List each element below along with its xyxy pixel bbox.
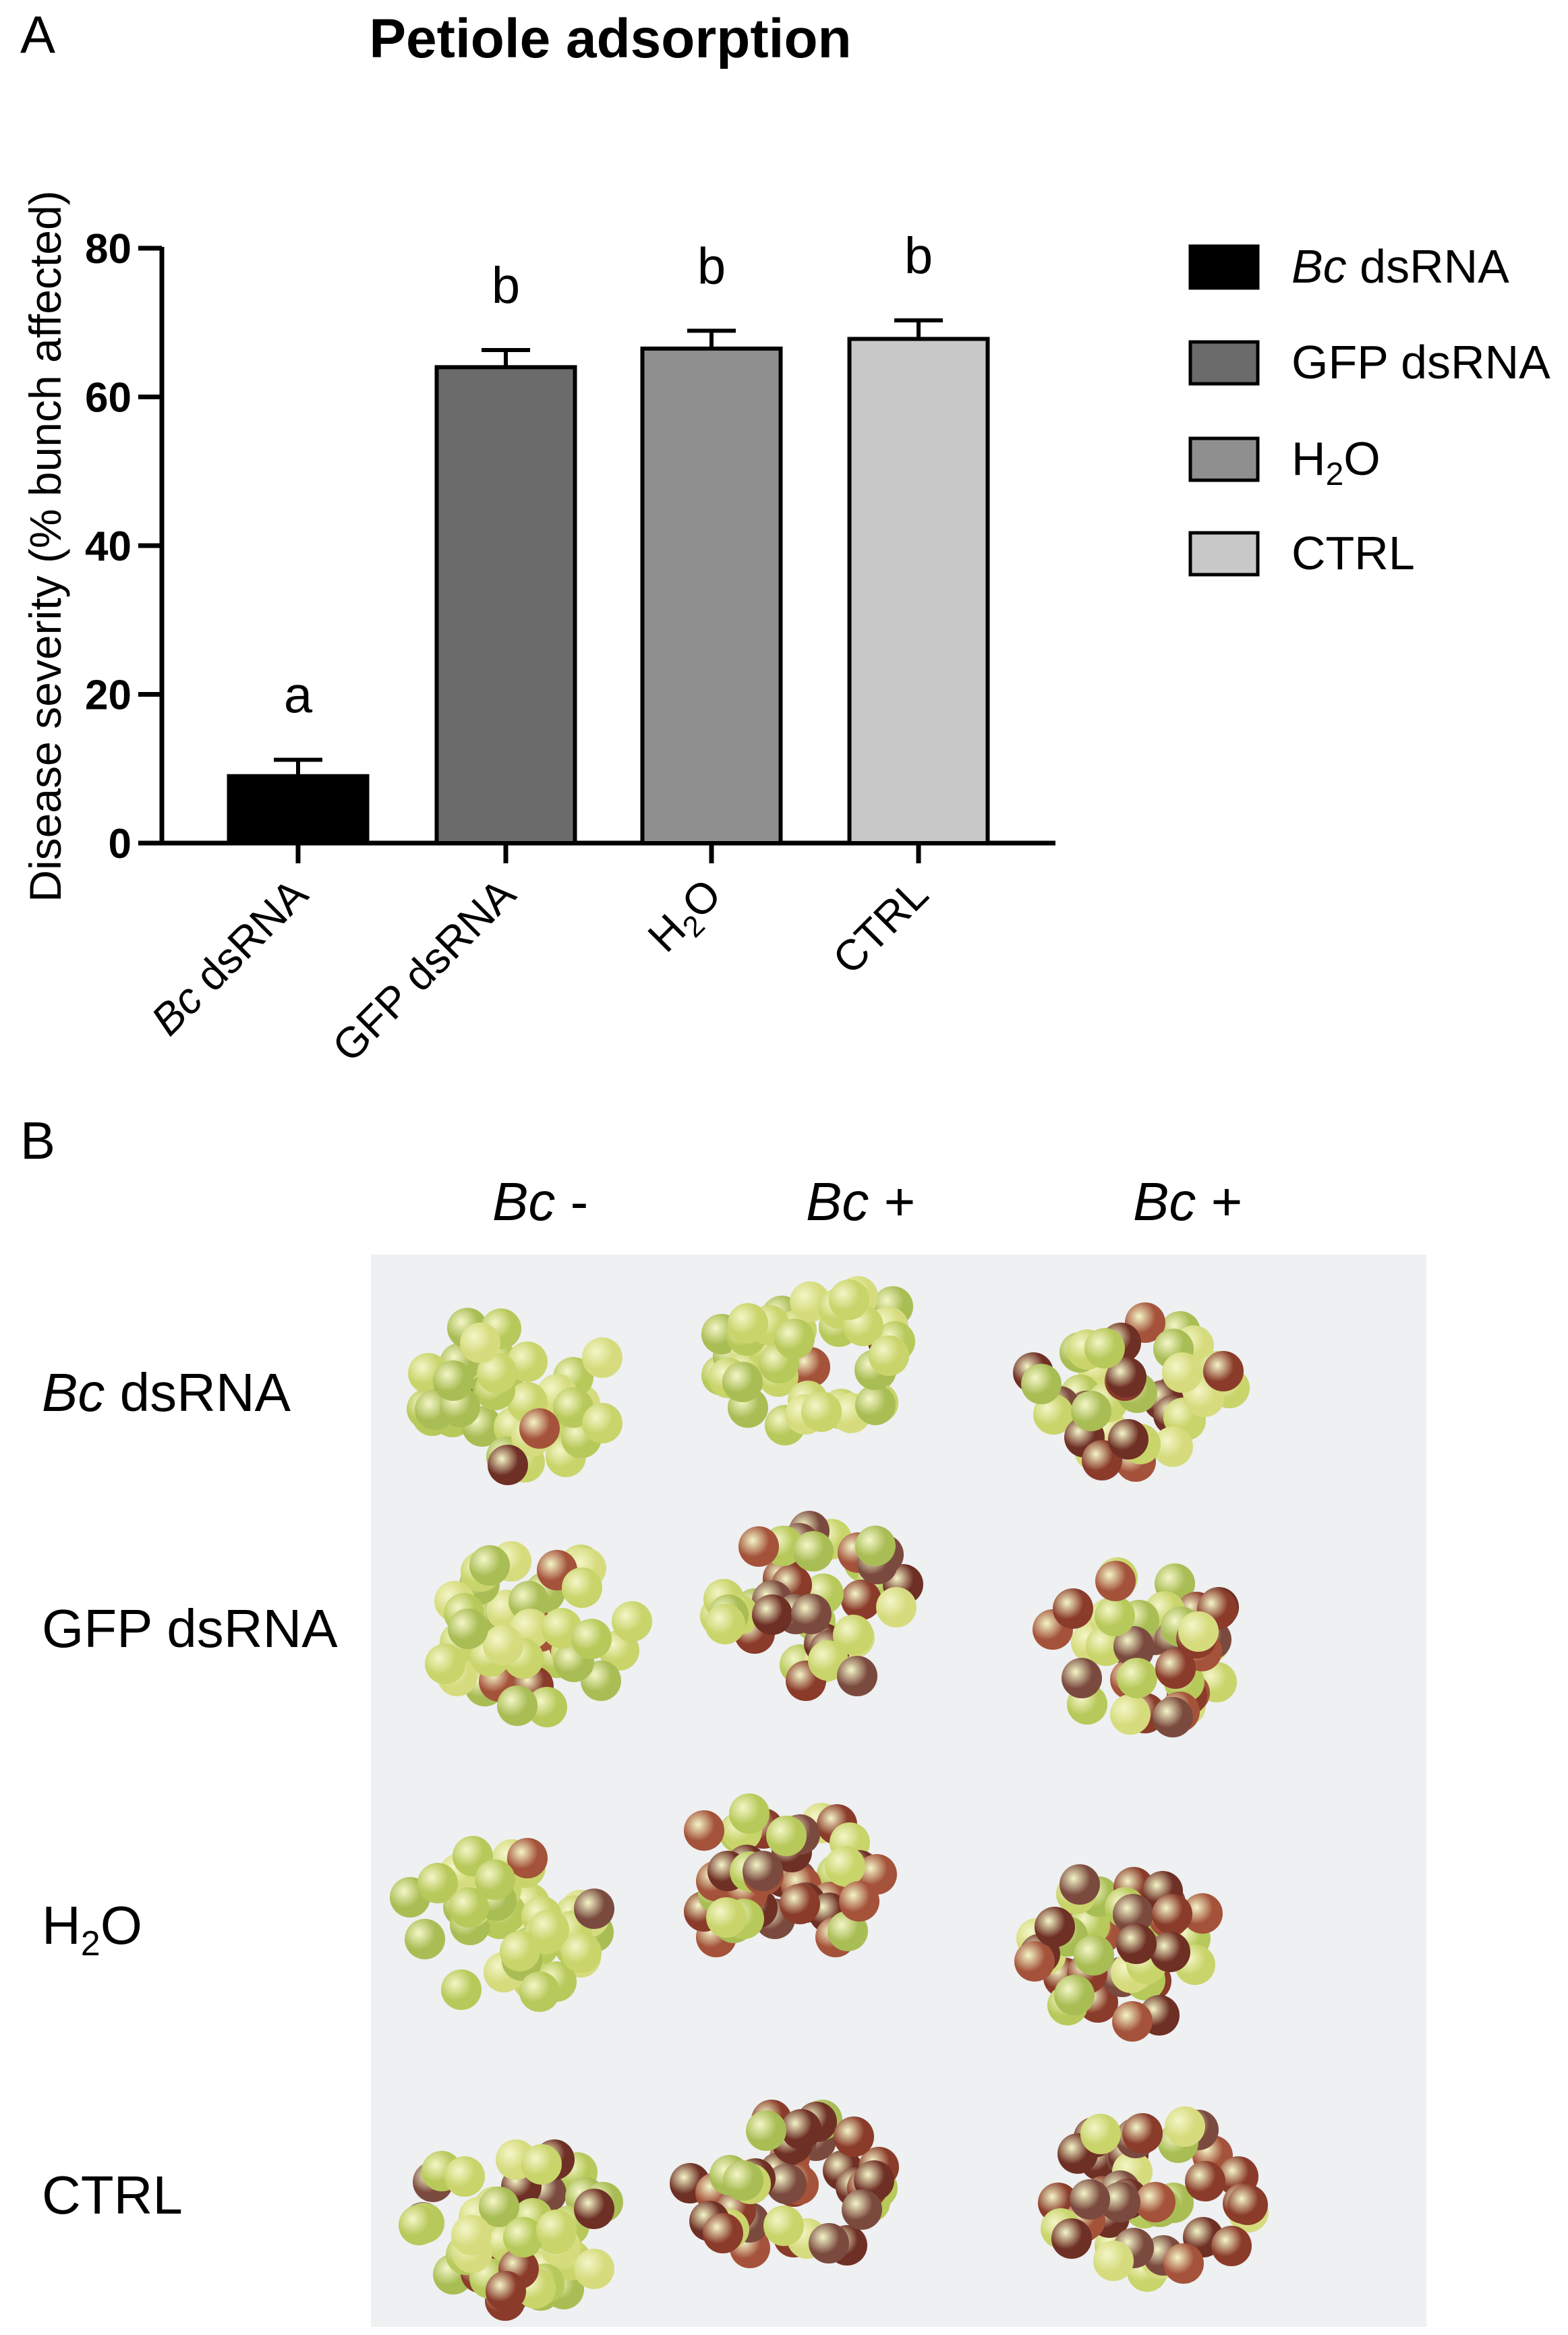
y-tick-label: 60	[85, 375, 132, 422]
bar-chart: Petiole adsorption Disease severity (% bu…	[20, 8, 1550, 1071]
column-label: Bc +	[1133, 1172, 1243, 1232]
grape-bunch	[381, 1821, 624, 2023]
significance-letter: a	[284, 667, 313, 724]
legend-label: CTRL	[1291, 527, 1415, 579]
grape-photo-panel	[371, 1255, 1426, 2327]
row-label: GFP dsRNA	[42, 1598, 338, 1659]
significance-letter: b	[697, 237, 726, 295]
bar	[434, 365, 577, 845]
x-tick-label: Bc dsRNA	[142, 869, 317, 1045]
grape-bunch	[1008, 1285, 1251, 1487]
x-tick-label: GFP dsRNA	[323, 869, 525, 1071]
y-tick-label: 80	[85, 226, 132, 272]
grape-bunch	[397, 1288, 639, 1491]
legend-swatch	[1188, 244, 1260, 290]
legend-swatch	[1188, 340, 1260, 386]
legend-swatch	[1188, 531, 1260, 577]
legend-label: H2O	[1291, 432, 1381, 492]
y-tick-label: 0	[109, 821, 132, 867]
row-label: H2O	[42, 1895, 142, 1963]
grape-bunch	[1022, 1545, 1265, 1747]
panel-b-letter: B	[20, 1111, 56, 1170]
y-axis-label: Disease severity (% bunch affected)	[20, 190, 70, 902]
y-tick-label: 20	[85, 672, 132, 719]
chart-title: Petiole adsorption	[369, 8, 851, 69]
column-label: Bc +	[806, 1172, 916, 1232]
bar	[847, 337, 990, 845]
significance-letter: b	[904, 227, 933, 285]
column-label: Bc -	[492, 1172, 589, 1232]
bar	[640, 346, 783, 845]
panel-a-letter: A	[20, 5, 56, 64]
bar	[227, 774, 370, 846]
grape-bunch	[658, 1777, 900, 1980]
legend-swatch	[1188, 436, 1260, 482]
x-tick-label: H2O	[639, 869, 735, 966]
grape-bunch	[391, 2125, 634, 2327]
row-label: CTRL	[42, 2165, 183, 2225]
significance-letter: b	[492, 257, 520, 314]
x-tick-label: CTRL	[823, 869, 937, 983]
y-tick-label: 40	[85, 523, 132, 570]
legend-label: Bc dsRNA	[1291, 240, 1509, 293]
grape-bunch	[411, 1531, 654, 1733]
row-label: Bc dsRNA	[42, 1362, 291, 1422]
grape-bunch	[697, 1255, 939, 1457]
legend-label: GFP dsRNA	[1291, 336, 1550, 388]
grape-bunch	[698, 1504, 941, 1706]
grape-bunch	[1032, 2098, 1275, 2300]
grape-bunch	[1001, 1851, 1244, 2054]
grape-bunch	[668, 2084, 910, 2286]
